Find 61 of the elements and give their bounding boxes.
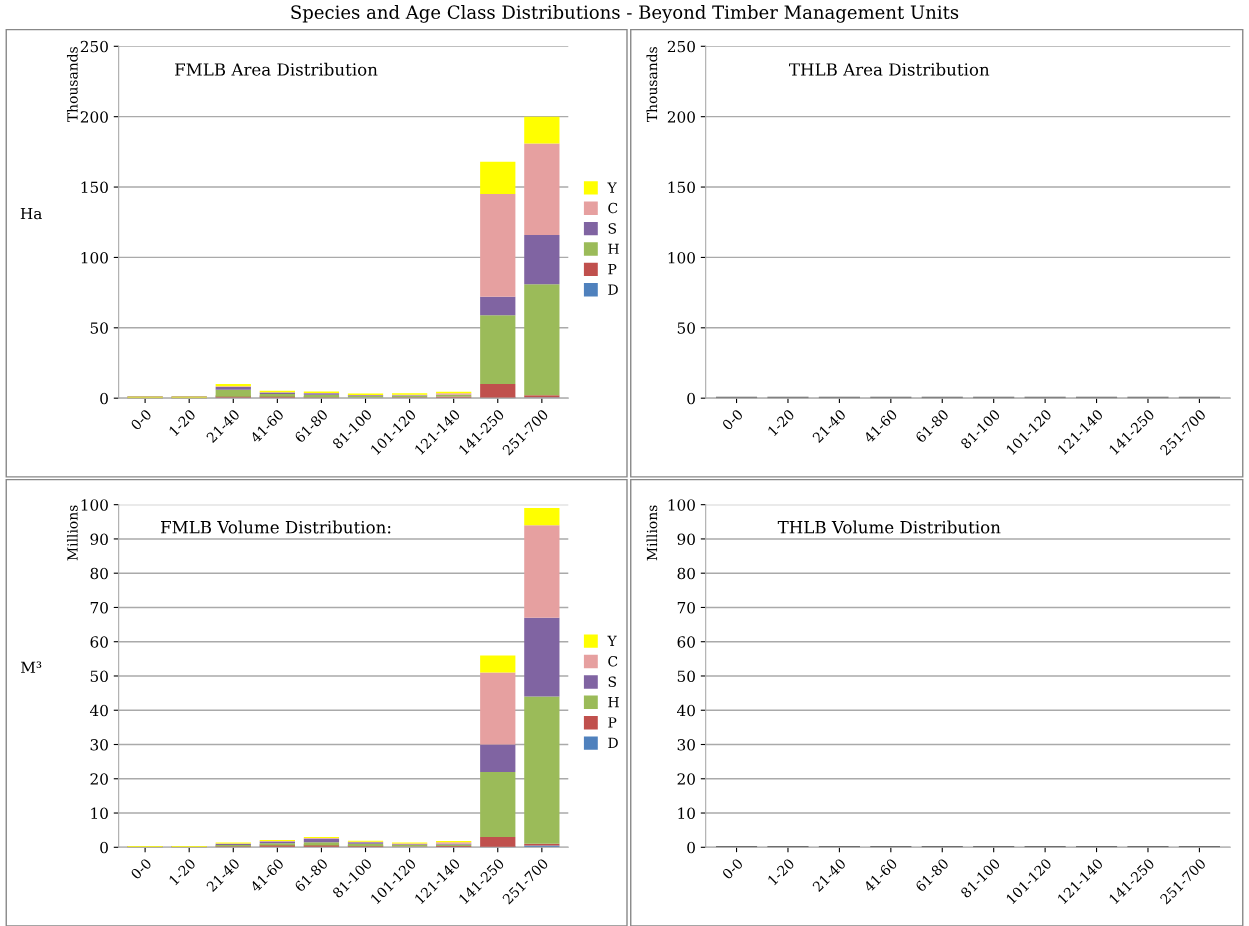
- y-tick-label: 60: [90, 636, 108, 648]
- x-tick-label: 0-0: [721, 857, 744, 880]
- y-tick-label: 50: [677, 670, 695, 682]
- y-tick-label: 60: [677, 636, 695, 648]
- legend-label: S: [608, 676, 617, 687]
- y-tick-label: 80: [90, 567, 108, 580]
- y-tick-label: 80: [677, 567, 695, 580]
- y-tick-label: 20: [90, 773, 108, 785]
- x-tick-label: 0-0: [721, 408, 744, 431]
- y-axis-title: M³: [21, 661, 42, 673]
- text: THLB Area Distribution: [789, 62, 990, 76]
- y-tick-label: 100: [668, 499, 695, 511]
- text: Millions: [66, 505, 78, 561]
- y-tick-label: 50: [677, 322, 695, 334]
- y-tick-label: 0: [100, 841, 108, 854]
- legend-label: H: [608, 243, 619, 254]
- y-tick-label: 250: [667, 40, 695, 53]
- y-tick-label: 40: [676, 704, 695, 717]
- legend-label: S: [608, 223, 617, 234]
- y-tick-label: 90: [90, 533, 108, 545]
- x-tick-label: 0-0: [130, 408, 153, 431]
- y-tick-label: 0: [100, 392, 108, 405]
- legend-label: P: [608, 717, 617, 728]
- text: Millions: [646, 505, 658, 561]
- y-tick-label: 100: [668, 251, 695, 264]
- text: Thousands: [646, 47, 658, 123]
- legend-label: D: [608, 737, 618, 748]
- legend-label: C: [608, 202, 618, 214]
- legend-label: H: [608, 697, 619, 708]
- y-tick-label: 40: [89, 704, 108, 717]
- y-tick-label: 50: [90, 670, 108, 682]
- y-tick-label: 200: [667, 111, 695, 123]
- y-tick-label: 70: [677, 601, 695, 614]
- x-tick-label: 0-0: [130, 857, 153, 880]
- y-tick-label: 150: [81, 181, 108, 194]
- y-tick-label: 0: [687, 392, 695, 405]
- legend-label: Y: [607, 635, 617, 646]
- text: FMLB Area Distribution: [175, 62, 378, 76]
- text: Species and Age Class Distributions - Beyond Timber Management Units: [291, 5, 959, 23]
- y-tick-label: 30: [90, 738, 108, 751]
- y-tick-label: 200: [80, 111, 108, 123]
- y-tick-label: 100: [81, 499, 108, 511]
- text: THLB Volume Distribution: [777, 520, 1001, 534]
- y-axis-title: Ha: [20, 207, 42, 220]
- legend-label: D: [608, 284, 618, 295]
- y-tick-label: 90: [677, 533, 695, 545]
- legend-label: Y: [607, 182, 617, 193]
- y-tick-label: 100: [81, 251, 108, 264]
- y-tick-label: 10: [678, 807, 695, 820]
- text: Thousands: [66, 47, 78, 123]
- legend-label: P: [608, 264, 617, 275]
- y-tick-label: 0: [687, 841, 695, 854]
- y-tick-label: 250: [80, 40, 108, 53]
- y-tick-label: 30: [677, 738, 695, 751]
- y-tick-label: 50: [90, 322, 108, 334]
- y-tick-label: 70: [90, 601, 108, 614]
- text: FMLB Volume Distribution:: [161, 520, 391, 534]
- legend-label: C: [608, 656, 618, 667]
- y-tick-label: 150: [668, 181, 695, 194]
- y-tick-label: 20: [677, 773, 695, 785]
- y-tick-label: 10: [91, 807, 108, 820]
